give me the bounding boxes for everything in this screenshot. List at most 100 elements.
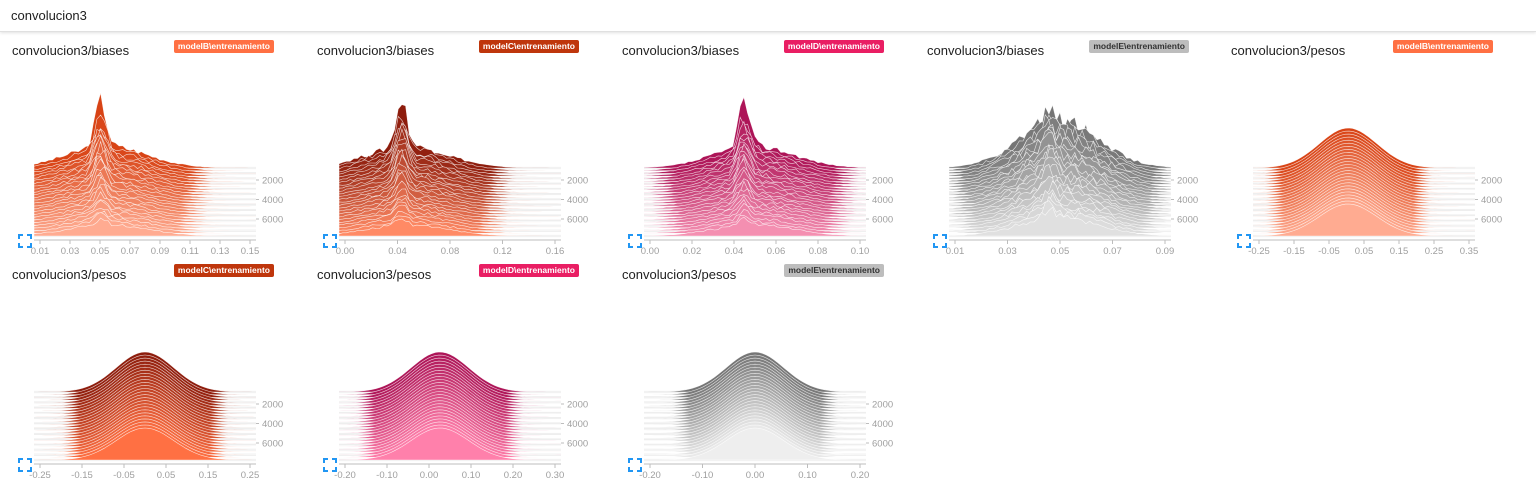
chart-title: convolucion3/biases [12, 43, 130, 58]
y-tick-label: 2000 [262, 400, 283, 411]
run-badge: modelC\entrenamiento [478, 40, 579, 53]
run-badge: modelB\entrenamiento [1392, 40, 1493, 53]
chart-title: convolucion3/biases [622, 43, 740, 58]
histogram-layer [643, 153, 867, 196]
run-badge: modelD\entrenamiento [478, 264, 579, 277]
chart-title: convolucion3/pesos [12, 267, 127, 282]
y-tick-label: 2000 [567, 176, 588, 187]
x-tick-label: -0.05 [113, 470, 135, 480]
y-tick-label: 6000 [1481, 215, 1502, 226]
x-tick-label: -0.10 [692, 470, 714, 480]
x-tick-label: -0.25 [29, 470, 51, 480]
chart-title: convolucion3/pesos [622, 267, 737, 282]
expand-icon[interactable] [323, 458, 337, 472]
x-tick-label: 0.01 [31, 246, 50, 256]
chart-title: convolucion3/pesos [1231, 43, 1346, 58]
chart-title: convolucion3/pesos [317, 267, 432, 282]
run-badge: modelB\entrenamiento [173, 40, 274, 53]
x-tick-label: 0.07 [121, 246, 140, 256]
x-tick-label: 0.09 [151, 246, 170, 256]
x-tick-label: 0.16 [546, 246, 565, 256]
histogram-layer [338, 427, 561, 461]
x-tick-label: 0.35 [1460, 246, 1479, 256]
x-tick-label: 0.02 [683, 246, 702, 256]
histogram-layer [643, 216, 867, 237]
expand-icon[interactable] [18, 458, 32, 472]
header-bar: convolucion3 [0, 0, 1536, 32]
x-tick-label: 0.20 [504, 470, 523, 480]
histogram-plot: 2000 4000 6000 0.01 0.03 0.05 0.07 0.09 0.11 0.13… [31, 92, 283, 256]
expand-icon[interactable] [1237, 234, 1251, 248]
chart-title: convolucion3/biases [927, 43, 1045, 58]
x-tick-label: 0.25 [241, 470, 260, 480]
run-badge: modelC\entrenamiento [173, 264, 274, 277]
histogram-layer [34, 427, 256, 461]
y-tick-label: 6000 [567, 439, 588, 450]
expand-icon[interactable] [18, 234, 32, 248]
histogram-plot: 2000 4000 6000 0.00 0.04 0.08 0.12 0.16 [336, 104, 588, 256]
histogram-card: convolucion3/biases modelC\entrenamiento 2… [305, 32, 601, 256]
histogram-layer [643, 209, 867, 231]
histogram-layer [643, 145, 867, 188]
x-tick-label: 0.01 [946, 246, 965, 256]
histogram-layer [338, 218, 561, 237]
x-tick-label: -0.10 [376, 470, 398, 480]
histogram-layer [948, 180, 1172, 220]
expand-icon[interactable] [933, 234, 947, 248]
histogram-plot: 2000 4000 6000 -0.25 -0.15 -0.05 0.05 0.15 0.25 0… [1248, 127, 1502, 256]
x-tick-label: -0.20 [639, 470, 661, 480]
x-tick-label: -0.25 [1248, 246, 1270, 256]
histogram-layer [643, 202, 867, 229]
x-tick-label: 0.13 [211, 246, 230, 256]
histogram-card: convolucion3/pesos modelC\entrenamiento 20… [0, 256, 296, 480]
histogram-card: convolucion3/pesos modelB\entrenamiento 20… [1219, 32, 1515, 256]
y-tick-label: 4000 [872, 419, 893, 430]
x-tick-label: 0.10 [851, 246, 870, 256]
x-tick-label: 0.00 [336, 246, 355, 256]
y-tick-label: 4000 [567, 195, 588, 206]
x-tick-label: 0.07 [1103, 246, 1122, 256]
x-tick-label: 0.04 [388, 246, 407, 256]
histogram-layer [1252, 203, 1475, 237]
x-tick-label: 0.04 [725, 246, 744, 256]
category-title[interactable]: convolucion3 [11, 8, 87, 23]
x-tick-label: 0.03 [61, 246, 80, 256]
x-tick-label: 0.11 [181, 246, 199, 256]
x-tick-label: 0.30 [546, 470, 565, 480]
y-tick-label: 4000 [1481, 195, 1502, 206]
y-tick-label: 4000 [1177, 195, 1198, 206]
x-tick-label: 0.05 [157, 470, 176, 480]
histogram-layer [643, 194, 867, 220]
x-tick-label: 0.03 [998, 246, 1017, 256]
histogram-layer [643, 178, 867, 212]
y-tick-label: 2000 [872, 176, 893, 187]
expand-icon[interactable] [628, 234, 642, 248]
run-badge: modelD\entrenamiento [783, 40, 884, 53]
x-tick-label: 0.10 [798, 470, 817, 480]
x-tick-label: 0.15 [1390, 246, 1409, 256]
x-tick-label: 0.15 [199, 470, 218, 480]
x-tick-label: 0.05 [91, 246, 110, 256]
x-tick-label: 0.12 [493, 246, 512, 256]
histogram-layer [643, 198, 867, 226]
expand-icon[interactable] [323, 234, 337, 248]
y-tick-label: 2000 [1481, 176, 1502, 187]
y-tick-label: 4000 [567, 419, 588, 430]
y-tick-label: 6000 [262, 215, 283, 226]
histogram-plot: 2000 4000 6000 -0.20 -0.10 0.00 0.10 0.20 [639, 351, 893, 480]
histogram-card: convolucion3/biases modelD\entrenamiento 2… [610, 32, 906, 256]
histogram-layer [643, 169, 867, 207]
y-tick-label: 4000 [262, 419, 283, 430]
histogram-layer [643, 123, 867, 174]
histogram-layer [33, 92, 256, 169]
x-tick-label: 0.20 [851, 470, 870, 480]
y-tick-label: 2000 [872, 400, 893, 411]
histogram-plot: 2000 4000 6000 0.00 0.02 0.04 0.06 0.08 0.10 [641, 96, 893, 256]
y-tick-label: 6000 [567, 215, 588, 226]
expand-icon[interactable] [628, 458, 642, 472]
y-tick-label: 2000 [567, 400, 588, 411]
y-tick-label: 2000 [262, 176, 283, 187]
x-tick-label: 0.05 [1355, 246, 1374, 256]
histogram-layer [643, 195, 867, 223]
histogram-layer [644, 427, 866, 461]
